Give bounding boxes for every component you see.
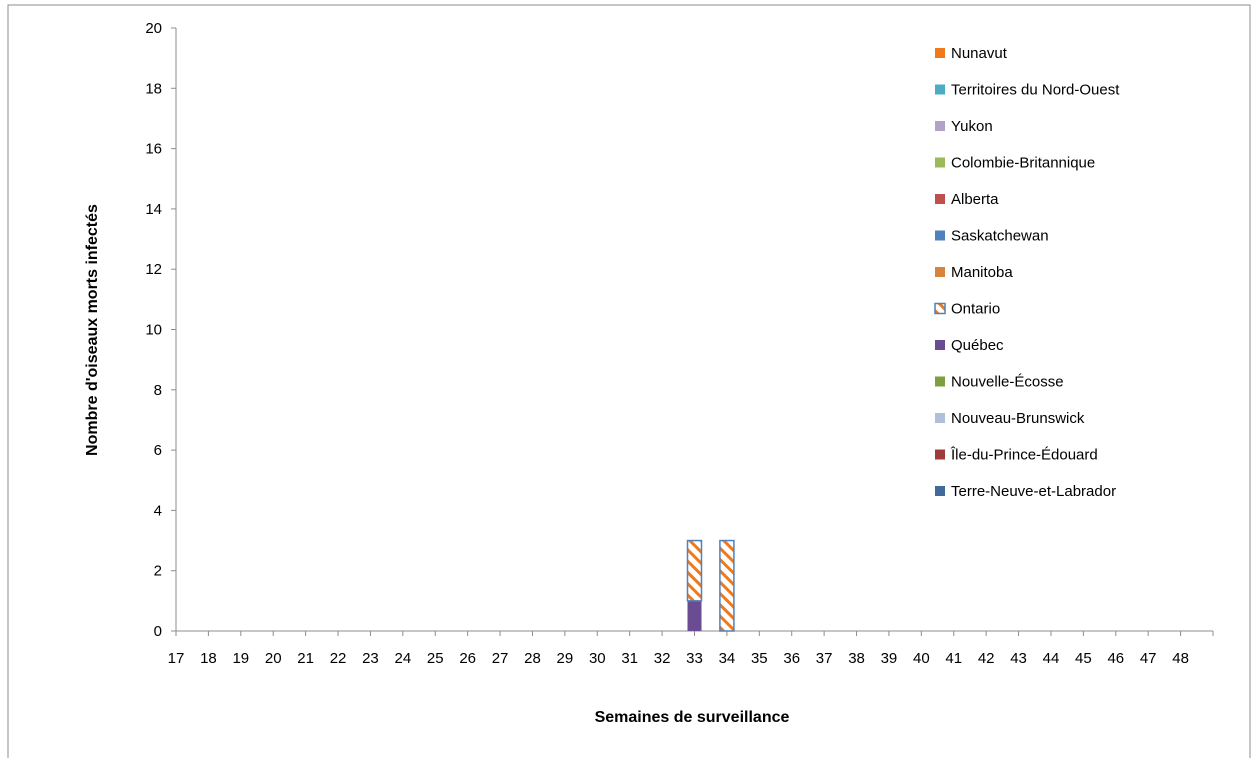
x-tick-label: 19	[232, 650, 249, 667]
x-axis: 17 18 19 20 21 22 23 24 25 26 27 28 29 30 31 32 33 34 35 36…	[168, 630, 1214, 667]
legend-swatch	[935, 230, 945, 241]
legend-item: Alberta	[935, 191, 999, 208]
legend-swatch	[935, 121, 945, 131]
legend: Nunavut Territoires du Nord-Ouest Yukon Col…	[934, 45, 1120, 500]
x-tick-label: 39	[881, 650, 898, 667]
y-tick-label: 8	[154, 382, 162, 399]
x-tick-label: 26	[459, 650, 476, 667]
x-tick-label: 21	[297, 650, 314, 667]
y-tick-label: 4	[154, 502, 162, 519]
x-tick-label: 32	[654, 650, 671, 667]
legend-item: Terre-Neuve-et-Labrador	[935, 483, 1116, 500]
legend-label: Yukon	[951, 118, 993, 135]
y-tick-label: 6	[154, 442, 162, 459]
legend-swatch	[935, 413, 945, 423]
legend-label: Colombie-Britannique	[951, 155, 1095, 172]
legend-item: Ontario	[934, 301, 1000, 318]
y-axis-title: Nombre d'oiseaux morts infectés	[84, 204, 101, 456]
legend-item: Île-du-Prince-Édouard	[935, 447, 1098, 464]
x-tick-label: 18	[200, 650, 217, 667]
y-tick-label: 16	[145, 141, 162, 158]
legend-swatch	[935, 157, 945, 168]
legend-swatch	[935, 267, 945, 277]
bar-segment	[686, 539, 703, 602]
x-tick-label: 24	[395, 650, 412, 667]
x-tick-label: 48	[1172, 650, 1189, 667]
legend-swatch	[935, 194, 945, 204]
x-tick-label: 20	[265, 650, 282, 667]
y-tick-label: 0	[154, 623, 162, 640]
x-tick-label: 46	[1107, 650, 1124, 667]
x-tick-label: 33	[686, 650, 703, 667]
chart-border	[7, 4, 1251, 763]
legend-label: Terre-Neuve-et-Labrador	[951, 483, 1116, 500]
x-tick-label: 44	[1043, 650, 1060, 667]
legend-label: Territoires du Nord-Ouest	[951, 82, 1120, 99]
x-tick-label: 23	[362, 650, 379, 667]
legend-label: Saskatchewan	[951, 228, 1049, 245]
x-axis-title: Semaines de surveillance	[595, 709, 790, 726]
x-tick-label: 36	[783, 650, 800, 667]
legend-label: Nouveau-Brunswick	[951, 410, 1085, 427]
legend-label: Manitoba	[951, 264, 1013, 281]
legend-label: Île-du-Prince-Édouard	[950, 447, 1098, 464]
legend-item: Manitoba	[935, 264, 1013, 281]
legend-label: Ontario	[951, 301, 1000, 318]
legend-label: Québec	[951, 337, 1004, 354]
legend-swatch	[934, 302, 946, 315]
legend-label: Nouvelle-Écosse	[951, 374, 1064, 391]
x-tick-label: 30	[589, 650, 606, 667]
legend-item: Nouvelle-Écosse	[935, 374, 1064, 391]
x-tick-label: 47	[1140, 650, 1157, 667]
legend-swatch	[935, 84, 945, 95]
legend-swatch	[935, 376, 945, 387]
x-tick-label: 17	[168, 650, 185, 667]
x-tick-label: 35	[751, 650, 768, 667]
x-tick-label: 43	[1010, 650, 1027, 667]
legend-label: Alberta	[951, 191, 999, 208]
x-tick-label: 45	[1075, 650, 1092, 667]
y-axis: 0 2 4 6 8 10 12 14 16 18 20	[145, 20, 177, 640]
legend-swatch	[935, 449, 945, 460]
x-tick-label: 41	[945, 650, 962, 667]
x-tick-label: 28	[524, 650, 541, 667]
legend-swatch	[935, 48, 945, 58]
bar-segment	[687, 600, 702, 631]
legend-item: Nunavut	[935, 45, 1008, 62]
y-tick-label: 20	[145, 20, 162, 37]
y-tick-label: 18	[145, 80, 162, 97]
x-tick-label: 38	[848, 650, 865, 667]
x-tick-label: 29	[557, 650, 574, 667]
legend-item: Yukon	[935, 118, 993, 135]
legend-item: Saskatchewan	[935, 228, 1049, 245]
y-tick-label: 14	[145, 201, 162, 218]
x-tick-label: 22	[330, 650, 347, 667]
y-tick-label: 12	[145, 261, 162, 278]
bar-segment	[719, 539, 735, 632]
legend-item: Territoires du Nord-Ouest	[935, 82, 1120, 99]
legend-item: Québec	[935, 337, 1004, 354]
legend-swatch	[935, 486, 945, 496]
y-tick-label: 2	[154, 563, 162, 580]
bar-series	[686, 539, 735, 632]
x-tick-label: 34	[719, 650, 736, 667]
x-tick-label: 42	[978, 650, 995, 667]
legend-label: Nunavut	[951, 45, 1008, 62]
x-tick-label: 25	[427, 650, 444, 667]
legend-swatch	[935, 340, 945, 350]
legend-item: Nouveau-Brunswick	[935, 410, 1085, 427]
x-tick-label: 37	[816, 650, 833, 667]
legend-item: Colombie-Britannique	[935, 155, 1095, 172]
x-tick-label: 27	[492, 650, 509, 667]
x-tick-label: 31	[621, 650, 638, 667]
x-tick-label: 40	[913, 650, 930, 667]
y-tick-label: 10	[145, 322, 162, 339]
